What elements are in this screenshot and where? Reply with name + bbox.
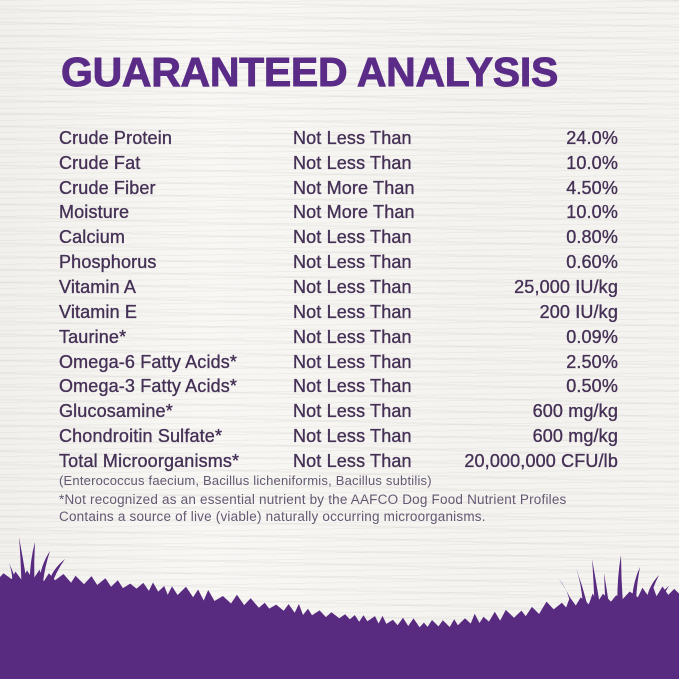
footnote-line-2: Contains a source of live (viable) natur… (59, 508, 486, 524)
table-row: Phosphorus Not Less Than 0.60% (59, 250, 618, 275)
grass-blade (646, 575, 659, 601)
nutrient-name: Glucosamine* (59, 401, 173, 422)
nutrient-value: 0.09% (566, 326, 618, 347)
nutrient-value: 24.0% (566, 127, 618, 148)
nutrient-value: 20,000,000 CFU/lb (464, 450, 618, 471)
grass-blade (631, 567, 640, 601)
nutrient-value: 25,000 IU/kg (514, 276, 618, 297)
footnote-line-1: *Not recognized as an essential nutrient… (59, 492, 567, 507)
nutrient-value: 600 mg/kg (532, 401, 618, 422)
nutrient-value: 10.0% (566, 152, 618, 173)
table-row: Glucosamine* Not Less Than 600 mg/kg (59, 399, 618, 424)
qualifier: Not Less Than (293, 326, 412, 347)
footnote: *Not recognized as an essential nutrient… (59, 492, 567, 525)
table-row: Crude Fat Not Less Than 10.0% (59, 151, 618, 176)
qualifier: Not Less Than (293, 252, 412, 273)
nutrient-name: Crude Fiber (59, 177, 156, 198)
qualifier: Not Less Than (293, 351, 412, 372)
grass-blade (576, 568, 588, 604)
grass-blade (658, 586, 669, 602)
qualifier: Not More Than (293, 202, 415, 223)
analysis-table: Crude Protein Not Less Than 24.0% Crude … (59, 126, 618, 474)
grass-blade (19, 537, 27, 581)
table-row: Omega-3 Fatty Acids* Not Less Than 0.50% (59, 374, 618, 399)
grass-blade (604, 573, 609, 603)
table-row: Total Microorganisms* Not Less Than 20,0… (59, 449, 618, 474)
nutrient-name: Calcium (59, 227, 126, 248)
nutrient-value: 0.50% (566, 376, 618, 397)
grass-blade (29, 542, 35, 582)
qualifier: Not Less Than (293, 301, 412, 322)
grass-silhouette (0, 537, 679, 679)
grass-blade (48, 559, 65, 585)
qualifier: Not Less Than (293, 276, 412, 297)
table-row: Calcium Not Less Than 0.80% (59, 225, 618, 250)
grass-blade (617, 555, 623, 601)
qualifier: Not Less Than (293, 376, 412, 397)
qualifier: Not Less Than (293, 152, 412, 173)
nutrient-name: Total Microorganisms* (59, 450, 240, 471)
nutrient-name: Omega-6 Fatty Acids* (59, 351, 238, 372)
nutrient-name: Crude Fat (59, 152, 141, 173)
nutrient-value: 0.60% (566, 252, 618, 273)
nutrient-value: 10.0% (566, 202, 618, 223)
nutrient-value: 2.50% (566, 351, 618, 372)
nutrient-name: Chondroitin Sulfate* (59, 426, 223, 447)
nutrient-value: 0.80% (566, 227, 618, 248)
qualifier: Not Less Than (293, 450, 412, 471)
nutrient-value: 4.50% (566, 177, 618, 198)
table-row: Chondroitin Sulfate* Not Less Than 600 m… (59, 424, 618, 449)
nutrient-name: Crude Protein (59, 127, 173, 148)
table-row: Vitamin E Not Less Than 200 IU/kg (59, 300, 618, 325)
page-title: GUARANTEED ANALYSIS (61, 49, 559, 95)
table-row: Crude Fiber Not More Than 4.50% (59, 176, 618, 201)
nutrient-name: Moisture (59, 202, 130, 223)
table-row: Vitamin A Not Less Than 25,000 IU/kg (59, 275, 618, 300)
table-row: Moisture Not More Than 10.0% (59, 201, 618, 226)
nutrient-value: 200 IU/kg (539, 301, 618, 322)
qualifier: Not Less Than (293, 426, 412, 447)
nutrient-value: 600 mg/kg (532, 426, 618, 447)
nutrient-name: Phosphorus (59, 252, 157, 273)
hill-silhouette (0, 569, 679, 679)
table-row: Taurine* Not Less Than 0.09% (59, 325, 618, 350)
nutrient-name: Vitamin A (59, 276, 137, 297)
qualifier: Not Less Than (293, 227, 412, 248)
grass-blade (39, 551, 50, 583)
qualifier: Not Less Than (293, 401, 412, 422)
nutrient-name: Vitamin E (59, 301, 138, 322)
grass-blade (9, 563, 16, 579)
table-row: Omega-6 Fatty Acids* Not Less Than 2.50% (59, 350, 618, 375)
grass-blade (559, 579, 574, 605)
qualifier: Not Less Than (293, 127, 412, 148)
table-row: Crude Protein Not Less Than 24.0% (59, 126, 618, 151)
qualifier: Not More Than (293, 177, 415, 198)
nutrient-name: Taurine* (59, 326, 127, 347)
microorganism-species-note: (Enterococcus faecium, Bacillus lichenif… (59, 473, 432, 488)
grass-blade (592, 559, 600, 603)
nutrient-name: Omega-3 Fatty Acids* (59, 376, 238, 397)
